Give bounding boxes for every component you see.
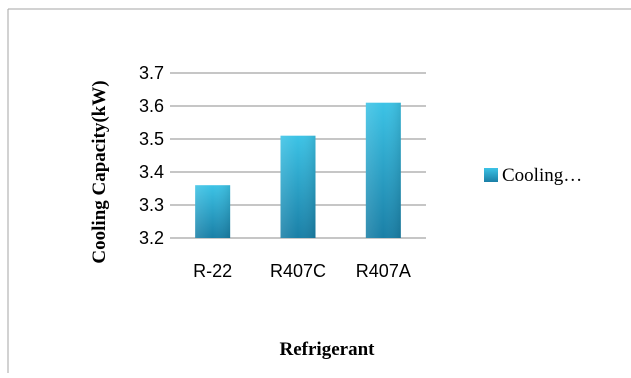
y-tick-label: 3.4 xyxy=(139,162,164,182)
y-tick-label: 3.7 xyxy=(139,63,164,83)
x-tick-label: R-22 xyxy=(193,261,232,281)
bar-shading xyxy=(280,135,316,238)
x-tick-label: R407A xyxy=(356,261,411,281)
y-tick-label: 3.3 xyxy=(139,195,164,215)
x-axis-ticks: R-22 R407C R407A xyxy=(193,261,411,281)
y-tick-label: 3.6 xyxy=(139,96,164,116)
bar-shading xyxy=(365,102,401,238)
legend-entry: Cooling… xyxy=(502,165,582,186)
x-tick-label: R407C xyxy=(270,261,326,281)
bars xyxy=(195,102,401,238)
legend: Cooling… xyxy=(484,165,582,186)
y-axis-ticks: 3.2 3.3 3.4 3.5 3.6 3.7 xyxy=(139,63,164,248)
bar-shading xyxy=(195,185,231,238)
legend-swatch xyxy=(484,168,498,182)
y-tick-label: 3.2 xyxy=(139,228,164,248)
y-tick-label: 3.5 xyxy=(139,129,164,149)
y-axis-title: Cooling Capacity(kW) xyxy=(89,80,110,263)
x-axis-title: Refrigerant xyxy=(280,339,376,360)
